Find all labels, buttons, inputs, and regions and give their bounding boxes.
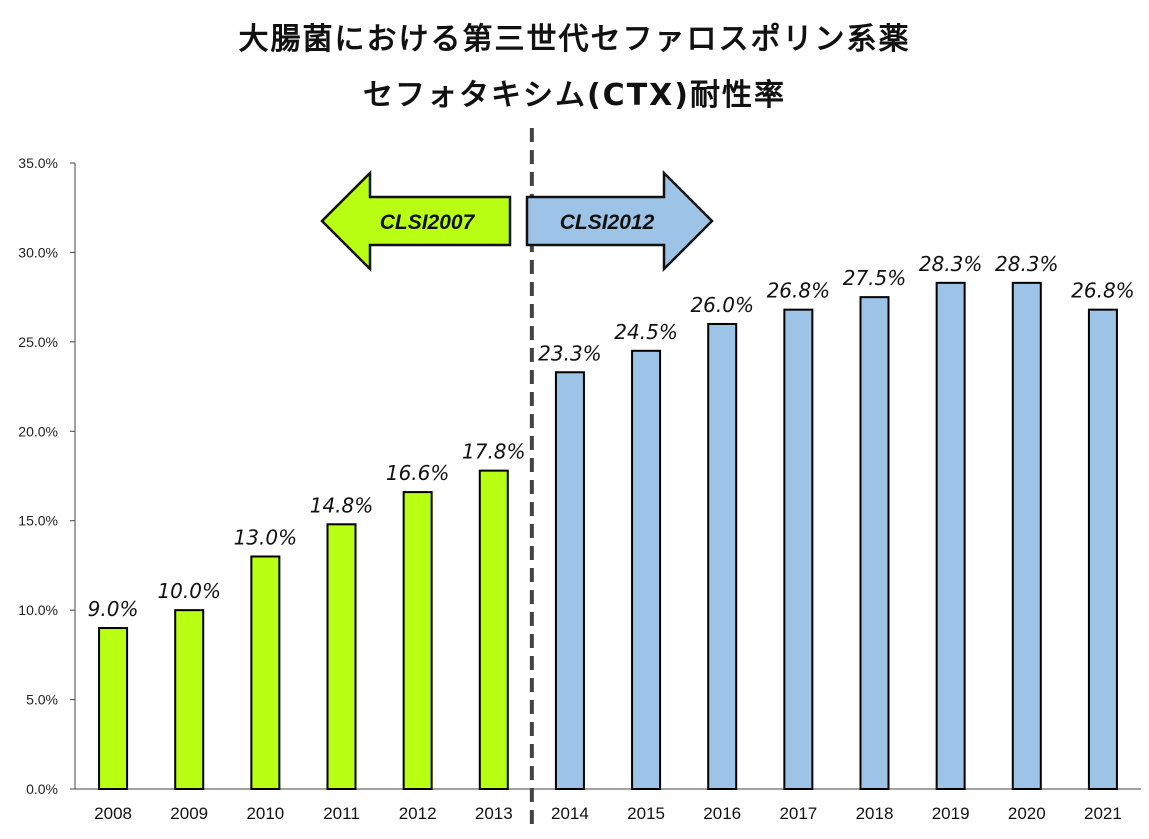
x-tick-label-2016: 2016: [703, 804, 741, 823]
bar-2012: [402, 491, 433, 790]
data-label-2009: 10.0%: [157, 579, 221, 603]
bar-2014: [554, 371, 585, 790]
x-tick-label-2011: 2011: [323, 804, 360, 823]
y-tick-label: 10.0%: [18, 602, 58, 618]
data-label-2021: 26.8%: [1071, 279, 1135, 303]
y-tick-label: 15.0%: [18, 513, 58, 529]
bar-2016: [707, 322, 738, 790]
clsi2012-arrow: [525, 169, 714, 273]
x-tick-label-2017: 2017: [779, 804, 817, 823]
bar-2009: [174, 609, 205, 791]
x-tick-label-2008: 2008: [94, 804, 132, 823]
y-tick-label: 30.0%: [18, 244, 58, 260]
axes: 0.0% 5.0% 10.0% 15.0% 20.0% 25.0% 30.0% 35.0% 20…: [18, 128, 1141, 828]
bars: [98, 281, 1118, 791]
data-label-2015: 24.5%: [614, 320, 678, 344]
data-label-2019: 28.3%: [919, 252, 983, 276]
data-label-2013: 17.8%: [462, 440, 526, 464]
data-label-2018: 27.5%: [843, 266, 907, 290]
x-tick-label-2013: 2013: [475, 804, 513, 823]
bar-2011: [326, 523, 357, 790]
bar-2008: [98, 627, 129, 790]
bar-2017: [783, 308, 814, 790]
x-tick-label-2020: 2020: [1008, 804, 1046, 823]
clsi2007-label: CLSI2007: [380, 211, 476, 234]
data-label-2016: 26.0%: [690, 293, 754, 317]
x-tick-label-2019: 2019: [932, 804, 970, 823]
x-tick-label-2009: 2009: [170, 804, 208, 823]
chart-title-line2: セフォタキシム(CTX)耐性率: [362, 78, 787, 113]
bar-2010: [250, 555, 281, 790]
bar-2015: [631, 349, 662, 790]
data-label-2017: 26.8%: [767, 279, 831, 303]
annotations: CLSI2007 CLSI2012: [320, 169, 714, 273]
x-tick-label-2010: 2010: [246, 804, 284, 823]
data-label-2008: 9.0%: [88, 597, 139, 621]
x-tick-label-2014: 2014: [551, 804, 589, 823]
clsi2012-label: CLSI2012: [560, 211, 655, 234]
bar-2018: [859, 296, 890, 790]
x-tick-label-2018: 2018: [856, 804, 894, 823]
chart-title-line1: 大腸菌における第三世代セファロスポリン系薬: [238, 22, 911, 57]
data-label-2011: 14.8%: [310, 493, 374, 517]
y-tick-label: 20.0%: [18, 423, 58, 439]
data-labels: 9.0% 10.0% 13.0% 14.8% 16.6% 17.8% 23.3% 24.5% 2…: [88, 252, 1135, 621]
data-label-2012: 16.6%: [386, 461, 450, 485]
bar-2021: [1087, 308, 1118, 790]
bar-2019: [935, 281, 966, 790]
y-tick-label: 0.0%: [26, 781, 58, 797]
data-label-2020: 28.3%: [995, 252, 1059, 276]
x-tick-label-2021: 2021: [1084, 804, 1122, 823]
y-tick-label: 25.0%: [18, 334, 58, 350]
bar-2020: [1011, 281, 1042, 790]
data-label-2014: 23.3%: [538, 341, 602, 365]
x-tick-label-2012: 2012: [399, 804, 437, 823]
x-tick-label-2015: 2015: [627, 804, 665, 823]
data-label-2010: 13.0%: [234, 525, 298, 549]
bar-2013: [478, 469, 509, 790]
clsi2007-arrow: [320, 169, 512, 273]
y-tick-label: 35.0%: [18, 155, 58, 171]
y-tick-label: 5.0%: [26, 692, 58, 708]
